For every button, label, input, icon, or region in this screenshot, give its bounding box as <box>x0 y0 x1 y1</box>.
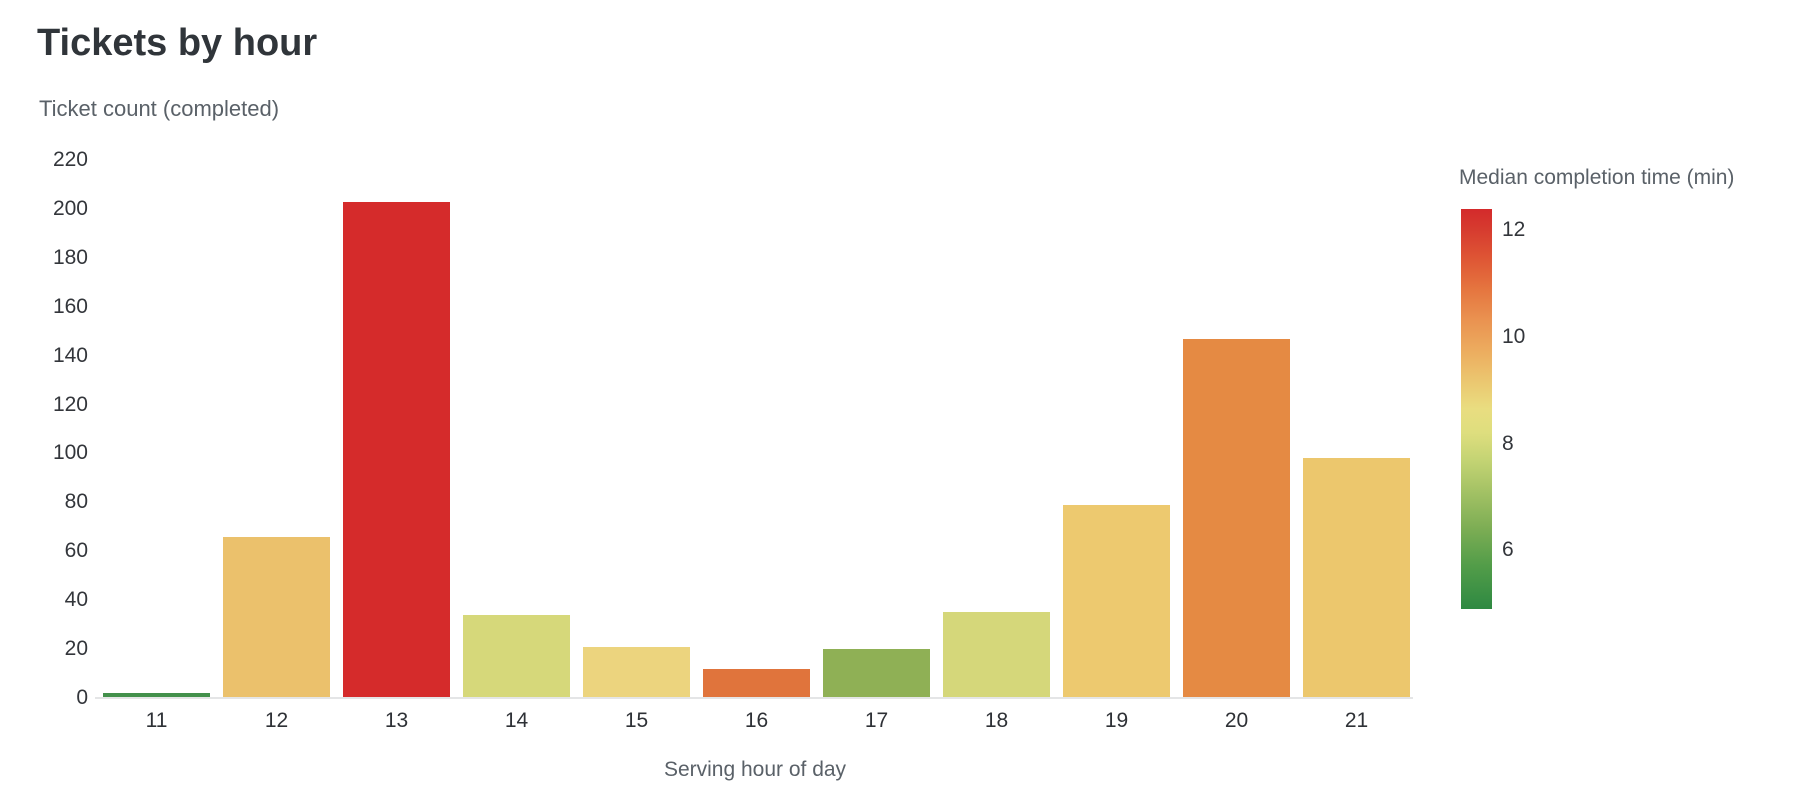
bar-hour-19[interactable] <box>1063 504 1170 698</box>
x-tick-label: 16 <box>744 709 769 732</box>
x-tick-label: 20 <box>1224 709 1249 732</box>
y-tick-label: 40 <box>64 588 88 612</box>
y-tick-label: 180 <box>52 245 88 269</box>
x-tick-label: 17 <box>864 709 889 732</box>
y-tick-label: 0 <box>76 686 88 709</box>
y-tick-label: 120 <box>52 392 88 416</box>
colorbar-tick-label: 6 <box>1502 538 1514 562</box>
bar-hour-16[interactable] <box>703 668 810 698</box>
y-tick-label: 100 <box>52 441 88 465</box>
y-tick-label: 140 <box>52 343 88 367</box>
x-tick-label: 13 <box>384 709 409 732</box>
bar-hour-20[interactable] <box>1183 338 1290 698</box>
x-tick-label: 19 <box>1104 709 1129 732</box>
y-tick-label: 160 <box>52 294 88 318</box>
chart-title: Tickets by hour <box>37 22 318 64</box>
y-tick-label: 80 <box>64 490 88 514</box>
x-tick-label: 18 <box>984 709 1009 732</box>
x-tick-label: 15 <box>624 709 649 732</box>
legend-title: Median completion time (min) <box>1459 166 1735 189</box>
y-axis-title: Ticket count (completed) <box>39 96 280 121</box>
bar-hour-14[interactable] <box>463 614 570 698</box>
x-axis-title: Serving hour of day <box>663 758 847 781</box>
y-tick-label: 200 <box>52 196 88 220</box>
colorbar-tick-label: 10 <box>1502 325 1526 348</box>
colorbar-tick-label: 8 <box>1502 431 1514 455</box>
bar-hour-12[interactable] <box>223 536 330 698</box>
y-tick-label: 220 <box>52 148 88 171</box>
y-tick-label: 20 <box>64 637 88 661</box>
x-tick-label: 21 <box>1344 709 1369 732</box>
y-tick-label: 60 <box>64 539 88 563</box>
bar-hour-13[interactable] <box>343 201 450 698</box>
x-tick-label: 12 <box>264 709 289 732</box>
bar-hour-15[interactable] <box>583 646 690 698</box>
colorbar-tick-label: 12 <box>1502 218 1526 242</box>
bar-hour-21[interactable] <box>1303 458 1410 698</box>
x-tick-label: 11 <box>145 709 168 732</box>
colorbar-gradient <box>1461 209 1492 609</box>
x-tick-label: 14 <box>504 709 529 732</box>
bar-hour-18[interactable] <box>943 612 1050 698</box>
bar-hour-17[interactable] <box>823 649 930 698</box>
bar-hour-11[interactable] <box>103 693 210 698</box>
x-axis-line <box>95 697 1413 699</box>
